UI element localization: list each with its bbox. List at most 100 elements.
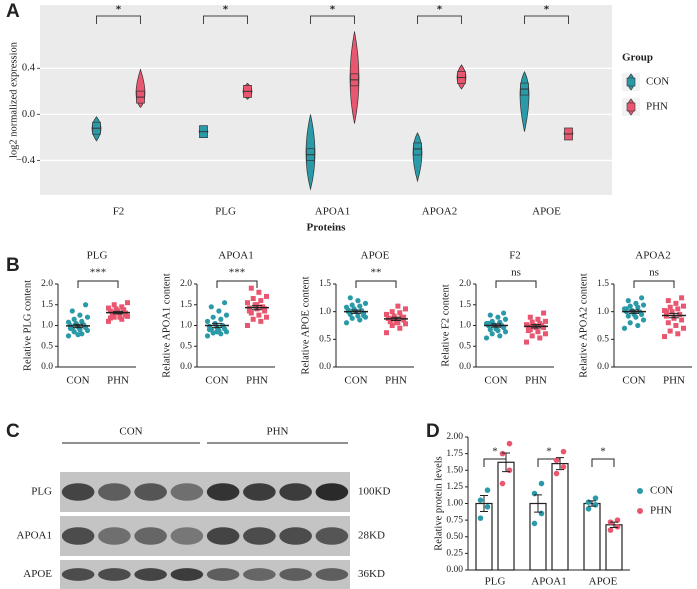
y-tick-label: 0.5	[459, 341, 471, 351]
data-point	[361, 312, 367, 319]
data-point	[679, 317, 685, 323]
data-point	[501, 310, 507, 316]
y-axis-title: Relative PLG content	[22, 280, 33, 371]
data-point	[254, 302, 260, 308]
panel-letter: B	[6, 255, 20, 276]
blot-band	[206, 568, 240, 581]
panel-title: F2	[509, 250, 521, 262]
blot-band	[98, 568, 131, 581]
panel-letter: A	[6, 1, 20, 22]
y-axis-title: Relative F2 content	[440, 284, 451, 366]
legend-label: CON	[646, 76, 669, 88]
data-point	[537, 320, 543, 326]
significance-bracket	[524, 15, 569, 24]
data-point	[665, 298, 671, 304]
data-point	[403, 306, 408, 312]
y-tick-label: 2.0	[459, 279, 471, 289]
data-point	[248, 285, 254, 291]
significance-label: ***	[229, 267, 246, 279]
y-tick-label: 1.00	[446, 499, 463, 509]
significance-bracket	[495, 280, 537, 288]
significance-label: *	[330, 4, 336, 16]
data-point	[75, 332, 81, 338]
data-point	[543, 318, 548, 324]
data-point	[625, 298, 631, 304]
data-point	[262, 306, 268, 312]
error-bar	[502, 452, 510, 473]
data-point	[667, 304, 673, 310]
data-point	[640, 317, 647, 323]
data-point	[671, 315, 677, 321]
data-point	[553, 470, 560, 477]
data-point	[524, 339, 529, 345]
data-point	[627, 320, 633, 326]
y-tick-label: 1.0	[180, 321, 192, 331]
data-point	[663, 309, 669, 315]
data-point	[71, 316, 77, 322]
y-tick-label: 1.0	[41, 321, 53, 331]
significance-label: **	[371, 267, 382, 279]
error-bar	[534, 494, 542, 513]
data-point	[119, 304, 125, 310]
data-point	[502, 329, 509, 335]
y-tick-label: 1.0	[319, 307, 331, 317]
data-point	[499, 480, 506, 487]
blot-band	[61, 527, 95, 545]
data-point	[614, 517, 621, 523]
panel-letter: D	[426, 421, 440, 442]
data-point	[483, 335, 490, 341]
error-bar	[73, 323, 83, 329]
blot-band	[170, 483, 204, 501]
data-point	[635, 304, 641, 310]
y-axis-title: Relative APOA1 content	[161, 273, 172, 377]
data-point	[84, 314, 91, 320]
legend-label: CON	[650, 485, 673, 497]
significance-label: *	[116, 4, 122, 16]
data-point	[681, 325, 686, 331]
data-point	[357, 317, 363, 323]
data-point	[489, 331, 495, 337]
blot-band	[243, 568, 276, 581]
y-tick-label: 2.0	[41, 279, 53, 289]
error-bar	[480, 495, 488, 512]
data-point	[208, 304, 214, 310]
error-bar	[212, 322, 222, 329]
blot-band	[170, 568, 204, 581]
x-tick-label: PLG	[215, 206, 236, 218]
data-point	[69, 308, 75, 314]
y-tick-label: 1.5	[597, 279, 609, 289]
error-bar	[351, 309, 361, 314]
blot-band	[315, 527, 349, 545]
data-point	[403, 321, 408, 327]
error-bar	[556, 457, 564, 471]
data-point	[543, 331, 548, 337]
data-point	[401, 314, 407, 320]
y-tick-label: 0.5	[319, 335, 331, 345]
blot-band	[134, 483, 167, 501]
data-point	[393, 320, 399, 326]
data-point	[667, 328, 673, 334]
significance-label: *	[223, 4, 229, 16]
data-point	[389, 323, 395, 328]
y-tick-label: 1.0	[459, 321, 471, 331]
significance-bracket	[203, 15, 248, 24]
x-tick-label: CON	[622, 375, 645, 387]
y-tick-label: 0.25	[446, 549, 463, 559]
blot-band	[134, 527, 167, 545]
data-point	[627, 303, 633, 309]
error-bar	[669, 312, 679, 319]
blot-band	[315, 568, 349, 581]
legend-swatch	[626, 102, 636, 112]
error-bar	[629, 309, 639, 314]
y-tick-label: 1.75	[446, 449, 463, 459]
blot-band	[279, 483, 312, 501]
size-label: 36KD	[358, 568, 385, 580]
error-bar	[113, 310, 123, 315]
x-tick-label: PLG	[485, 576, 506, 588]
data-point	[256, 312, 262, 318]
data-point	[384, 330, 389, 336]
data-point	[216, 308, 222, 314]
data-point	[395, 303, 401, 309]
significance-bracket	[77, 280, 119, 288]
data-point	[123, 312, 129, 318]
